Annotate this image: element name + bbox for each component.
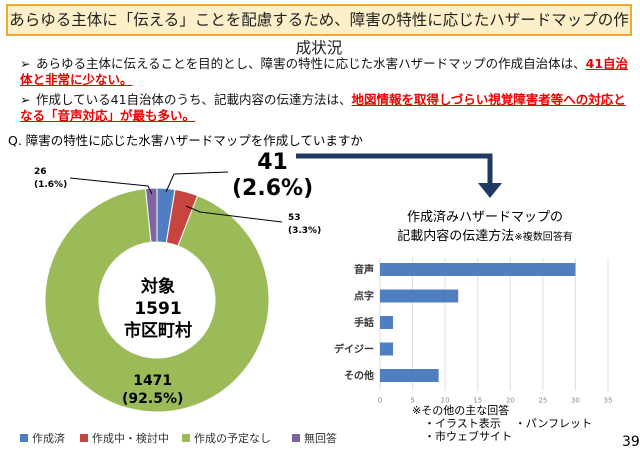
value: 53: [288, 213, 301, 223]
pct: (2.6%): [232, 176, 314, 201]
donut-slice: [44, 188, 270, 413]
bullet-emphasis: 41自治体と非常に少ない。: [20, 56, 629, 87]
legend-label: 作成済: [32, 432, 65, 445]
slice-label-no-plan: 1471 (92.5%): [122, 372, 183, 408]
center-line: 1591: [134, 299, 182, 319]
bullet-text: あらゆる主体に伝えることを目的とし、障害の特性に応じた水害ハザードマップの作成自…: [36, 56, 586, 71]
page-number: 39: [622, 434, 640, 450]
value: 26: [34, 167, 47, 177]
bullet-text: 作成している41自治体のうち、記載内容の伝達方法は、: [36, 92, 352, 107]
legend-created: 作成済: [20, 430, 65, 446]
bullet-1: ➢ あらゆる主体に伝えることを目的とし、障害の特性に応じた水害ハザードマップの作成…: [20, 56, 629, 87]
x-tick-label: 5: [410, 397, 414, 405]
legend-swatch: [182, 434, 190, 442]
legend-swatch: [292, 434, 300, 442]
legend-label: 無回答: [304, 432, 337, 445]
value: 1471: [133, 373, 173, 389]
bullet-2: ➢ 作成している41自治体のうち、記載内容の伝達方法は、地図情報を取得しづらい視覚…: [20, 92, 626, 123]
x-tick-label: 10: [441, 397, 450, 405]
bullet-emphasis: 地図情報を取得しづらい視覚障害者等への対応となる「音声対応」が最も多い。: [20, 92, 626, 123]
x-tick-label: 35: [604, 397, 613, 405]
category-label: 手話: [354, 316, 374, 329]
title-line: 作成済みハザードマップの: [406, 210, 563, 225]
x-tick-label: 30: [571, 397, 580, 405]
legend-no-plan: 作成の予定なし: [182, 430, 271, 446]
leader-line: [69, 177, 153, 195]
value: 41: [257, 150, 288, 175]
pct: (1.6%): [34, 180, 68, 190]
bar: [380, 369, 439, 382]
title-line: 記載内容の伝達方法: [397, 229, 515, 244]
category-label: その他: [344, 369, 374, 382]
x-tick-label: 20: [506, 397, 515, 405]
category-label: 音声: [354, 263, 374, 276]
bar: [380, 316, 394, 329]
note-item: ・パンフレット: [514, 417, 593, 430]
slice-label-no-answer: 26 (1.6%): [34, 166, 67, 192]
arrow-head: [478, 183, 502, 198]
other-answers-note: ※その他の主な回答 ・イラスト表示 ・パンフレット ・市ウェブサイト: [412, 404, 592, 443]
donut-center-label: 対象 1591 市区町村: [120, 276, 196, 342]
legend-label: 作成中・検討中: [92, 432, 169, 445]
x-tick-label: 15: [473, 397, 482, 405]
pct: (92.5%): [122, 391, 184, 407]
slice-label-in-progress: 53 (3.3%): [288, 212, 321, 238]
bar: [380, 263, 576, 276]
bar: [380, 289, 459, 303]
bar: [380, 342, 394, 356]
pct: (3.3%): [288, 226, 322, 236]
category-label: デイジー: [334, 343, 374, 356]
x-tick-label: 0: [378, 397, 382, 405]
legend-no-answer: 無回答: [292, 430, 337, 446]
leader-line: [165, 171, 229, 193]
legend-swatch: [20, 434, 28, 442]
center-line: 対象: [141, 277, 175, 297]
slice-label-created: 41 (2.6%): [232, 150, 313, 202]
category-label: 点字: [354, 290, 374, 303]
x-tick-label: 25: [538, 397, 547, 405]
bar-chart-title: 作成済みハザードマップの 記載内容の伝達方法※複数回答有: [380, 208, 590, 247]
note-item: ・市ウェブサイト: [424, 430, 512, 443]
page-title: あらゆる主体に「伝える」ことを配慮するため、障害の特性に応じたハザードマップの作…: [6, 4, 632, 57]
note-heading: ※その他の主な回答: [412, 404, 510, 417]
note-item: ・イラスト表示: [424, 417, 501, 430]
title-note: ※複数回答有: [514, 232, 573, 243]
center-line: 市区町村: [124, 321, 192, 341]
legend-label: 作成の予定なし: [194, 432, 271, 445]
legend-in-progress: 作成中・検討中: [80, 430, 169, 446]
legend-swatch: [80, 434, 88, 442]
arrow-line: [296, 153, 493, 185]
question: Q. 障害の特性に応じた水害ハザードマップを作成していますか: [8, 133, 363, 148]
leader-line: [185, 205, 283, 223]
